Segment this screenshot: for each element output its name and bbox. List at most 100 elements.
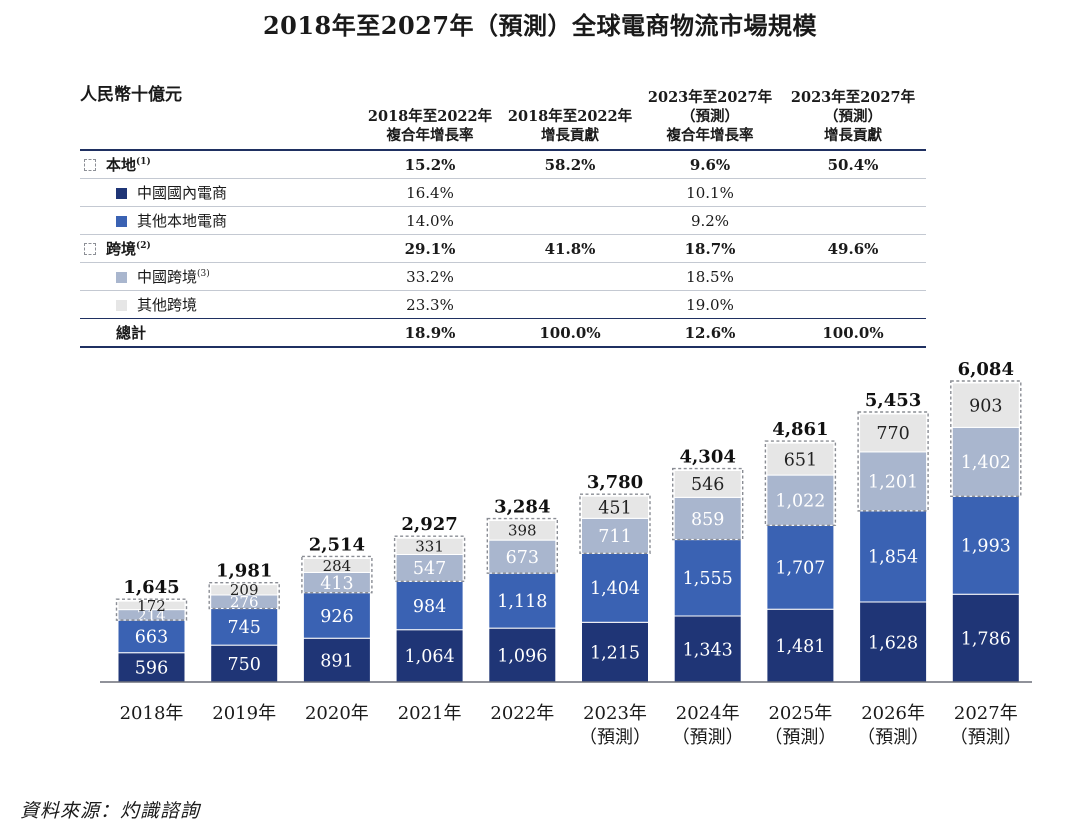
cross-border-outline [857,411,929,512]
header-text-line: 2023年至2027年 [790,89,916,106]
data-label: 1,993 [961,537,1011,557]
table-body: 本地(1) 15.2% 58.2% 9.6% 50.4% 中國國內電商 16.4% 10.1%… [80,150,926,348]
data-label: 1,201 [868,473,918,493]
value-cell [780,290,926,319]
table-row: 本地(1) 15.2% 58.2% 9.6% 50.4% [80,150,926,179]
value-cell [500,178,640,207]
cross-border-outline [764,440,837,527]
bar-segment [951,382,1020,428]
bar-segment [766,442,835,476]
value-cell: 23.3% [360,290,500,319]
bar-segment [117,619,186,654]
data-label: 1,628 [868,633,918,653]
x-tick-label: （預測） [579,727,651,748]
x-tick-label: 2024年 [676,703,740,724]
row-label: 中國國內電商 [137,184,228,202]
bar-segment [488,520,557,541]
table-row: 其他跨境 23.3% 19.0% [80,290,926,319]
data-label: 413 [320,574,353,594]
total-label: 3,780 [587,472,643,493]
value-cell [500,290,640,319]
bar-segment [302,592,371,639]
bar-segment [673,496,742,541]
bar-segment [673,539,742,617]
data-label: 1,022 [775,492,825,512]
header-blank [80,88,360,151]
x-tick-label: （預測） [950,727,1022,748]
data-label: 172 [137,597,166,615]
legend-swatch-icon [116,188,127,199]
row-label: 其他本地電商 [137,212,228,230]
bar-segment [395,537,464,555]
data-label: 673 [506,548,539,568]
value-cell: 33.2% [360,262,500,291]
legend-swatch-icon [116,216,127,227]
cross-border-outline [208,581,280,610]
bar-segment [488,572,557,629]
data-label: 770 [876,424,909,444]
data-label: 984 [413,597,446,617]
bar-segment [395,553,464,582]
row-label-cell: 中國國內電商 [80,178,360,207]
data-label: 1,215 [590,643,640,663]
value-cell: 19.0% [640,290,780,319]
data-label: 284 [323,557,352,575]
data-label: 1,707 [775,559,825,579]
row-label-cell: 本地(1) [80,150,360,179]
value-cell [500,262,640,291]
bar-segment [859,451,928,512]
total-label: 2,514 [309,534,365,555]
header-text-line: 2018年至2022年 [367,108,493,125]
cross-border-outline [115,598,188,621]
header-text-line: 增長貢獻 [824,127,882,144]
value-cell [780,262,926,291]
header-text-line: 複合年增長率 [386,127,474,144]
bar-segment [581,495,649,519]
row-label-cell: 其他本地電商 [80,206,360,235]
legend-swatch-icon [84,159,96,171]
cross-border-outline [579,493,651,554]
data-label: 903 [969,396,1002,416]
header-text-line: （預測） [681,108,739,125]
value-cell [500,206,640,235]
data-label: 711 [598,527,631,547]
legend-swatch-icon [116,300,127,311]
footnote-marker: (2) [136,241,151,251]
bar-segment [581,621,649,683]
x-tick-label: 2023年 [583,703,647,724]
header-text-line: 2023年至2027年 [647,89,773,106]
data-label: 859 [691,510,724,530]
value-cell: 16.4% [360,178,500,207]
value-cell: 9.6% [640,150,780,179]
data-label: 1,854 [868,548,918,568]
x-tick-label: 2019年 [212,703,276,724]
total-label: 2,927 [401,514,457,535]
data-label: 398 [508,522,537,540]
value-cell [780,206,926,235]
value-cell: 9.2% [640,206,780,235]
table-row: 其他本地電商 14.0% 9.2% [80,206,926,235]
header-contrib-2023-2027: 2023年至2027年 （預測） 增長貢獻 [780,88,926,151]
data-label: 745 [227,618,260,638]
footnote-marker: (1) [136,157,151,167]
value-cell: 18.9% [360,318,500,348]
data-label: 750 [227,655,260,675]
table-row: 中國國內電商 16.4% 10.1% [80,178,926,207]
bar-segment [210,608,279,646]
table-header-row: 2018年至2022年 複合年增長率 2018年至2022年增長貢獻 2023年至… [80,88,926,151]
total-label: 4,861 [772,419,828,440]
value-cell: 18.7% [640,234,780,263]
data-label: 1,064 [405,647,455,667]
bar-segment [673,470,742,498]
header-cagr-2018-2022: 2018年至2022年 複合年增長率 [360,88,500,151]
bar-segment [766,608,835,683]
header-text-line: 複合年增長率 [666,127,754,144]
data-label: 1,786 [961,629,1011,649]
value-cell: 49.6% [780,234,926,263]
value-cell [780,178,926,207]
cross-border-outline [486,517,558,574]
data-label: 596 [135,659,168,679]
total-label: 5,453 [865,390,921,411]
data-label: 663 [135,628,168,648]
table-row: 總計 18.9% 100.0% 12.6% 100.0% [80,318,926,348]
